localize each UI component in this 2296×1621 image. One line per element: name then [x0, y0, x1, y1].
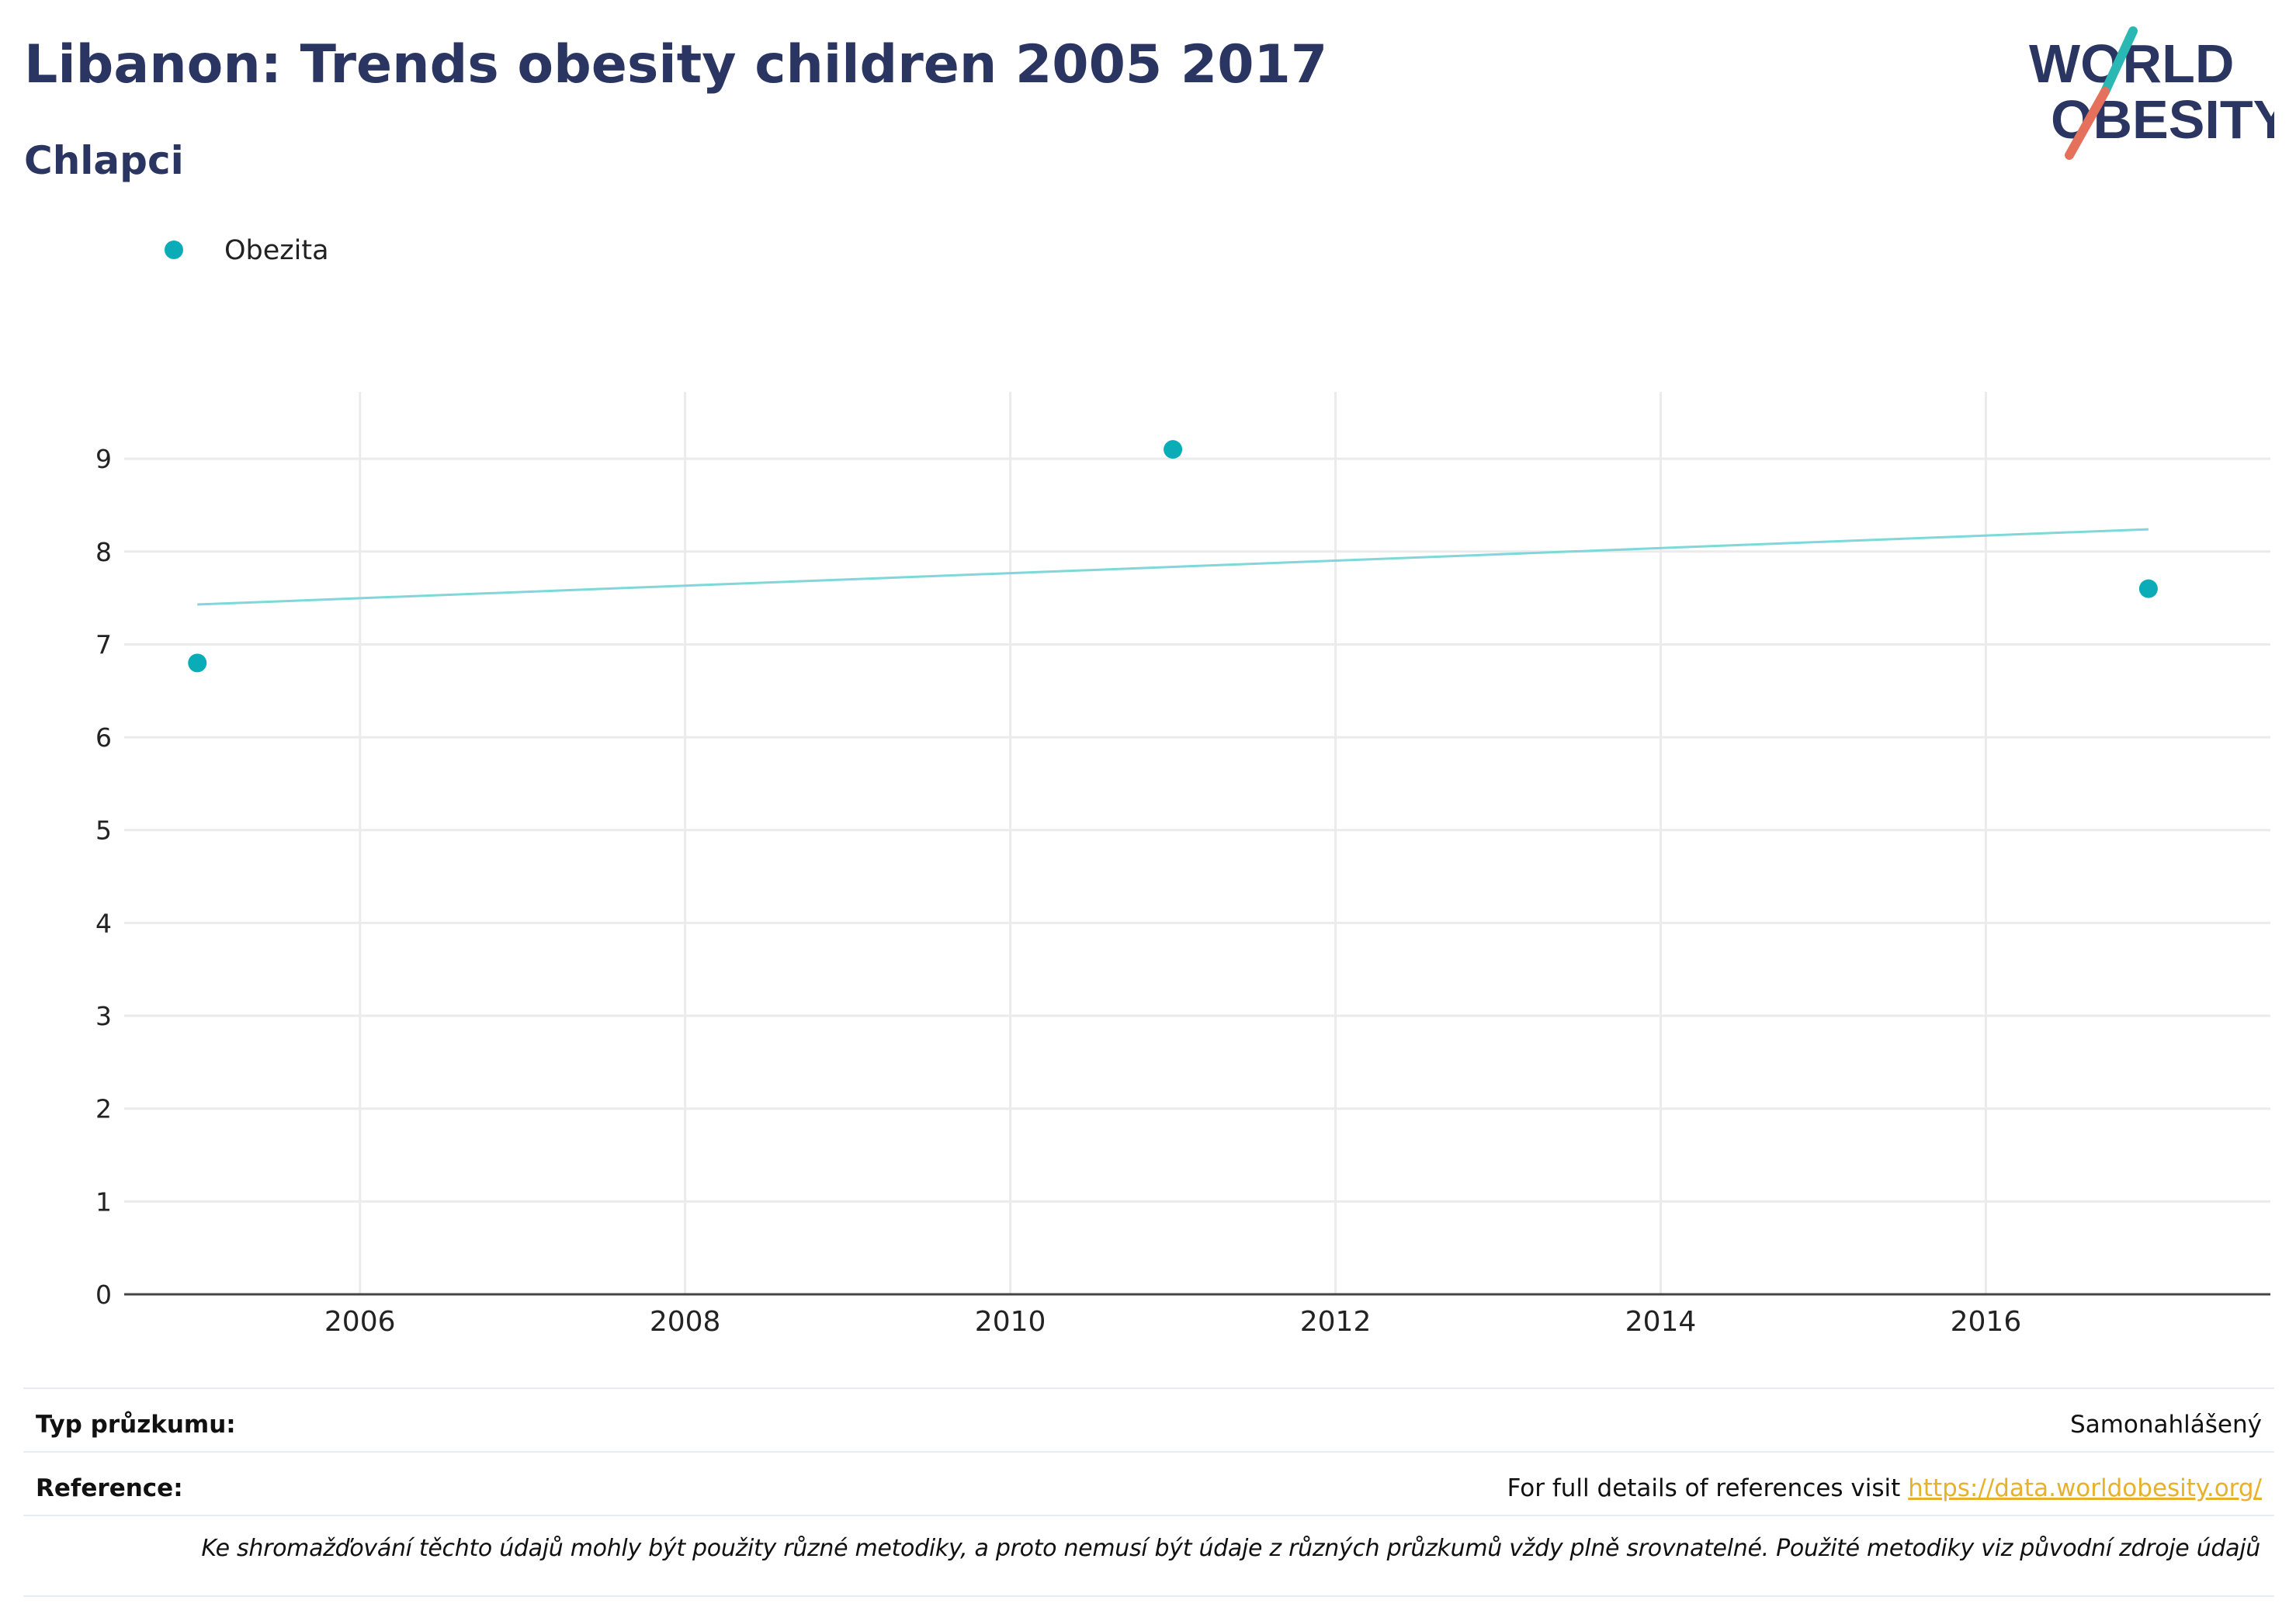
x-tick-label-2016: 2016 — [1951, 1306, 2022, 1338]
data-point-2005 — [188, 653, 207, 673]
reference-value: For full details of references visit htt… — [1507, 1474, 2262, 1502]
x-tick-label-2014: 2014 — [1625, 1306, 1697, 1338]
survey-type-value: Samonahlášený — [2070, 1411, 2262, 1439]
y-tick-label-1: 1 — [95, 1186, 112, 1217]
data-point-2017 — [2138, 579, 2158, 598]
reference-link[interactable]: https://data.worldobesity.org/ — [1908, 1474, 2262, 1502]
legend-marker — [165, 241, 183, 259]
y-tick-label-9: 9 — [95, 444, 112, 474]
reference-text: For full details of references visit — [1507, 1474, 1901, 1502]
logo-slash-top — [2100, 26, 2138, 96]
survey-type-row: Typ průzkumu: Samonahlášený — [23, 1387, 2274, 1451]
y-tick-label-7: 7 — [95, 629, 112, 660]
x-tick-label-2008: 2008 — [650, 1306, 721, 1338]
reference-label: Reference: — [36, 1474, 183, 1502]
x-tick-label-2012: 2012 — [1300, 1306, 1372, 1338]
footer-divider — [23, 1595, 2274, 1597]
data-point-2011 — [1164, 440, 1183, 459]
legend-label: Obezita — [224, 235, 329, 266]
chart-subtitle: Chlapci — [24, 138, 184, 183]
obesity-trend-chart: 0 1 2 3 4 5 6 7 8 9 2006 2008 2010 2012 2014 2016 Obezit… — [95, 235, 2270, 1338]
y-tick-label-8: 8 — [95, 537, 112, 567]
disclaimer-row — [23, 1515, 2274, 1595]
x-tick-label-2006: 2006 — [324, 1306, 396, 1338]
y-tick-label-5: 5 — [95, 816, 112, 846]
y-tick-label-6: 6 — [95, 722, 112, 753]
y-tick-label-2: 2 — [95, 1094, 112, 1124]
world-obesity-logo: WORLD OBESITY — [2029, 26, 2274, 160]
y-tick-label-0: 0 — [95, 1280, 112, 1310]
y-tick-label-4: 4 — [95, 908, 112, 938]
x-tick-label-2010: 2010 — [975, 1306, 1046, 1338]
trendline — [197, 528, 2149, 606]
reference-row: Reference: For full details of reference… — [23, 1451, 2274, 1515]
chart-title: Libanon: Trends obesity children 2005 20… — [24, 34, 1328, 95]
logo-slash-bottom — [2065, 87, 2110, 160]
y-tick-label-3: 3 — [95, 1001, 112, 1031]
methodology-disclaimer: Ke shromažďování těchto údajů mohly být … — [201, 1535, 2260, 1562]
survey-type-label: Typ průzkumu: — [36, 1411, 236, 1439]
